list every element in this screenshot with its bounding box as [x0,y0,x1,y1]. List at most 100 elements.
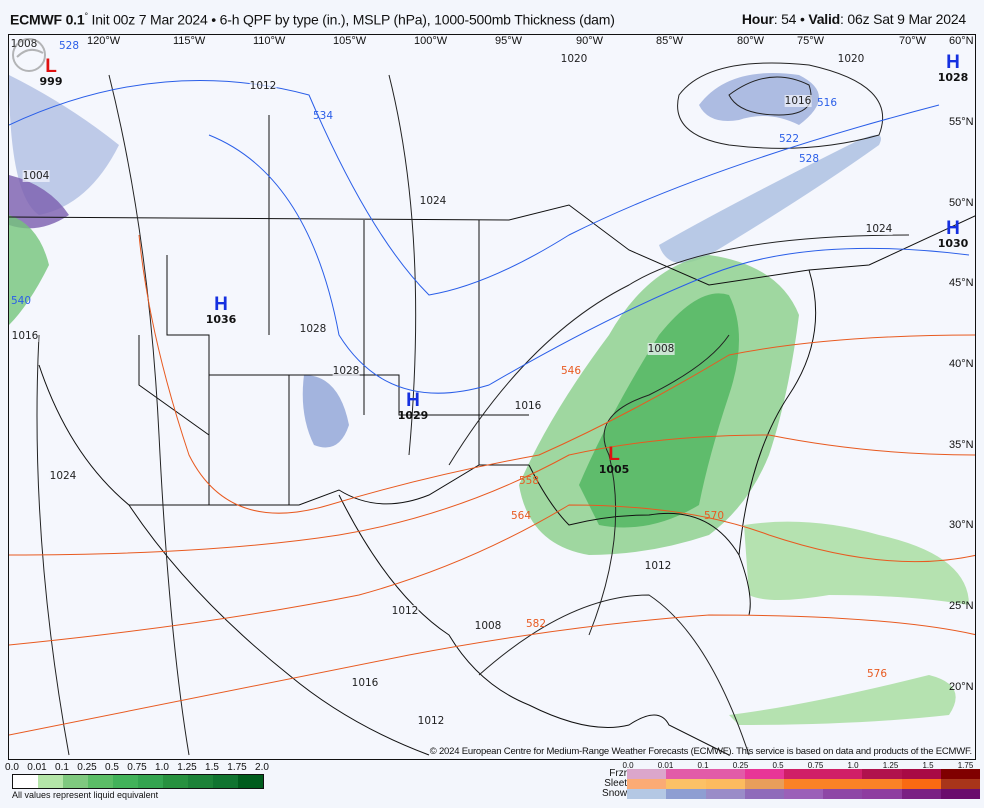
snow-band-quebec [659,135,881,263]
longitude-label: 95°W [495,35,523,47]
rain-color-bar [12,774,264,789]
isobar-label: 1028 [332,365,360,377]
thickness-label: 522 [778,133,800,145]
thickness-label: 516 [816,97,838,109]
type-tick-label: 1.0 [847,761,859,770]
high-symbol: H [214,294,228,315]
pressure-value: 1005 [598,463,630,476]
valid-label: Valid [808,11,841,27]
color-swatch [783,769,824,779]
rain-tick-label: 1.75 [227,762,247,773]
type-legend-ticks: 0.00.010.10.250.50.751.01.251.51.752.0 [622,761,984,770]
rain-tick-label: 1.5 [205,762,219,773]
type-tick-label: 1.25 [882,761,899,770]
pressure-value: 1036 [205,313,237,326]
rain-color-swatch [88,775,113,788]
precip-type-name: Sleet [604,778,628,789]
rain-color-swatch [38,775,63,788]
rain-tick-label: 0.25 [77,762,97,773]
longitude-label: 70°W [899,35,927,47]
type-tick-label: 1.5 [922,761,934,770]
longitude-label: 115°W [173,35,206,47]
thickness-label: 534 [312,110,334,122]
type-tick-label: 0.25 [732,761,749,770]
rain-tick-label: 0.75 [127,762,147,773]
pressure-value: 1030 [937,237,969,250]
rain-tick-label: 1.0 [155,762,169,773]
isobar-label: 1012 [249,80,277,92]
high-pressure-center: H 1028 [938,53,969,83]
rain-tick-label: 1.25 [177,762,197,773]
hour-value: : 54 • [773,11,809,27]
color-swatch [901,789,941,799]
map-graphics [9,62,975,756]
rain-core-east [579,293,739,528]
type-tick-label: 0.1 [697,761,709,770]
precip-type-color-bar [627,779,981,789]
rain-color-swatch [188,775,213,788]
color-swatch [940,779,981,789]
longitude-label: 120°W [87,35,121,47]
political-borders [9,115,975,756]
snow-area-rockies [302,375,349,448]
type-tick-label: 0.5 [772,761,784,770]
thickness-label: 564 [510,510,532,522]
color-swatch [744,789,784,799]
thickness-label: 576 [866,668,888,680]
valid-value: : 06z Sat 9 Mar 2024 [840,11,966,27]
latitude-label: 20°N [949,681,974,693]
color-swatch [940,789,981,799]
type-tick-label: 0.01 [657,761,674,770]
color-swatch [823,789,863,799]
legend-row-snow: Snow [580,789,981,799]
color-swatch [666,769,706,779]
color-swatch [744,769,784,779]
thickness-label: 570 [703,510,725,522]
isobar-label: 1024 [49,470,77,482]
isobars [36,62,910,756]
color-swatch [783,789,824,799]
color-swatch [901,779,941,789]
weather-map[interactable]: 120°W 115°W 110°W 105°W 100°W 95°W 90°W … [8,34,976,760]
isobar-label: 1028 [299,323,327,335]
isobar-label: 1008 [647,343,675,355]
type-tick-label: 1.75 [957,761,974,770]
precip-type-color-bar [627,789,981,799]
color-swatch [901,769,941,779]
isobar-label: 1008 [10,38,38,50]
degree-symbol: ° [84,11,88,21]
map-title: ECMWF 0.1° Init 00z 7 Mar 2024 • 6-h QPF… [10,11,615,28]
mix-area-northwest [9,175,69,229]
copyright-notice: © 2024 European Centre for Medium-Range … [429,746,972,757]
precip-type-name: Frzr [609,768,628,779]
longitude-label: 85°W [656,35,684,47]
isobar-label: 1020 [837,53,865,65]
snow-area-northeast [699,73,819,125]
longitude-label: 105°W [333,35,367,47]
precipitation-areas [9,73,969,725]
rain-area-caribbean [729,675,956,725]
longitude-label: 80°W [737,35,765,47]
thickness-label: 558 [518,475,540,487]
rain-legend-ticks: 0.0 0.01 0.1 0.25 0.5 0.75 1.0 1.25 1.5 1.75 2.0 [5,762,269,774]
model-name: ECMWF 0.1 [10,11,85,28]
high-pressure-center: H 1030 [938,219,969,249]
rain-color-swatch [138,775,163,788]
color-swatch [862,769,902,779]
latitude-label: 40°N [949,358,974,370]
isobar-label: 1016 [784,95,812,107]
rain-tick-label: 0.01 [27,762,47,773]
color-swatch [705,789,745,799]
latitude-label: 25°N [949,600,974,612]
rain-tick-label: 0.0 [5,762,19,773]
forecast-valid-time: Hour: 54 • Valid: 06z Sat 9 Mar 2024 [742,11,966,27]
color-swatch [940,769,981,779]
low-pressure-center: L 999 [40,57,63,87]
rain-tick-label: 0.5 [105,762,119,773]
isobar-label: 1004 [22,170,50,182]
color-swatch [627,789,667,799]
high-pressure-center: H 1029 [398,391,429,421]
rain-color-swatch [113,775,138,788]
isobar-label: 1020 [560,53,588,65]
rain-color-swatch [238,775,263,788]
